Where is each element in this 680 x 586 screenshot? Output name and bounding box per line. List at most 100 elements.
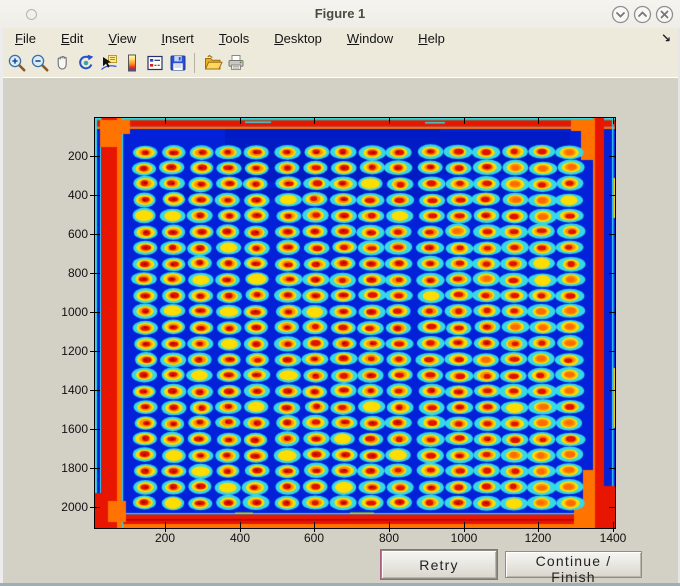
close-button[interactable]: [655, 5, 674, 24]
menu-item-tools[interactable]: Tools: [218, 31, 250, 46]
print-icon: [228, 55, 243, 70]
y-tick: [90, 312, 100, 313]
window-frame-bottom: [0, 583, 680, 586]
data-cursor-button[interactable]: [97, 51, 120, 75]
menu-item-help[interactable]: Help: [418, 31, 445, 46]
zoom-in-button[interactable]: [5, 51, 28, 75]
x-tick: [389, 522, 390, 532]
retry-button-focus-ring: Retry: [380, 549, 498, 580]
menu-item-desktop[interactable]: Desktop: [274, 31, 322, 46]
y-tick-label: 1000: [61, 305, 88, 319]
open-file-button[interactable]: [201, 51, 224, 75]
x-tick-label: 1000: [450, 531, 478, 545]
x-tick: [613, 522, 614, 532]
menu-item-file[interactable]: File: [15, 31, 36, 46]
plot-image[interactable]: [94, 117, 616, 529]
y-tick: [609, 468, 615, 469]
x-tick: [538, 522, 539, 532]
insert-colorbar-button[interactable]: [120, 51, 143, 75]
save-figure-button[interactable]: [166, 51, 189, 75]
x-tick-label: 400: [229, 531, 251, 545]
colorbar-icon: [127, 54, 136, 72]
x-tick: [464, 118, 465, 124]
rotate-3d-icon: [78, 54, 93, 70]
dock-figure-icon[interactable]: ↘: [660, 31, 671, 45]
close-icon: [655, 5, 674, 24]
x-tick-label: 1400: [599, 531, 627, 545]
y-tick-label: 600: [67, 227, 88, 241]
y-tick-label: 200: [67, 149, 88, 163]
x-tick: [240, 522, 241, 532]
x-tick: [613, 118, 614, 124]
titlebar: Figure 1: [0, 0, 680, 29]
y-tick: [90, 390, 100, 391]
y-tick-label: 1400: [61, 383, 88, 397]
y-tick: [609, 390, 615, 391]
y-tick: [609, 312, 615, 313]
y-tick: [90, 351, 100, 352]
zoom-out-icon: [31, 54, 49, 72]
y-tick: [90, 195, 100, 196]
y-tick-label: 400: [67, 188, 88, 202]
y-tick-label: 1600: [61, 422, 88, 436]
window-menu-icon[interactable]: [26, 9, 37, 20]
y-tick-label: 800: [67, 266, 88, 280]
menubar: File Edit View Insert Tools Desktop Wind…: [0, 28, 680, 49]
x-tick-label: 600: [303, 531, 325, 545]
retry-button[interactable]: Retry: [381, 550, 497, 579]
open-folder-icon: [204, 54, 223, 70]
x-tick: [314, 522, 315, 532]
y-tick: [90, 468, 100, 469]
x-tick-label: 200: [154, 531, 176, 545]
y-tick: [609, 429, 615, 430]
x-tick: [389, 118, 390, 124]
y-tick: [90, 234, 100, 235]
y-tick-label: 1800: [61, 461, 88, 475]
y-tick: [90, 156, 100, 157]
menu-item-edit[interactable]: Edit: [60, 31, 84, 46]
x-tick: [240, 118, 241, 124]
x-tick-label: 1200: [524, 531, 552, 545]
print-figure-button[interactable]: [224, 51, 247, 75]
window-title: Figure 1: [314, 6, 366, 21]
zoom-out-button[interactable]: [28, 51, 51, 75]
window-frame-right: [678, 28, 680, 586]
continue-finish-button[interactable]: Continue / Finish: [505, 551, 642, 585]
insert-legend-button[interactable]: [143, 51, 166, 75]
data-cursor-icon: [100, 55, 117, 70]
rotate-3d-button[interactable]: [74, 51, 97, 75]
save-icon: [170, 55, 185, 71]
zoom-in-icon: [8, 54, 26, 72]
y-tick: [609, 234, 615, 235]
y-tick: [90, 507, 100, 508]
x-tick: [314, 118, 315, 124]
menu-item-view[interactable]: View: [108, 31, 137, 46]
figure-toolbar: [0, 49, 680, 78]
chevron-down-icon: [611, 5, 630, 24]
minimize-button[interactable]: [611, 5, 630, 24]
y-tick: [90, 273, 100, 274]
y-tick: [609, 156, 615, 157]
menu-item-window[interactable]: Window: [346, 31, 394, 46]
y-tick: [609, 273, 615, 274]
x-tick-label: 800: [378, 531, 400, 545]
y-tick-label: 2000: [61, 500, 88, 514]
window-frame-left: [0, 28, 3, 586]
x-tick: [165, 118, 166, 124]
x-tick: [538, 118, 539, 124]
legend-icon: [146, 55, 163, 71]
maximize-button[interactable]: [633, 5, 652, 24]
window-controls: [611, 5, 674, 24]
y-tick: [90, 429, 100, 430]
y-tick: [609, 507, 615, 508]
y-tick: [609, 195, 615, 196]
x-tick: [464, 522, 465, 532]
x-tick: [165, 522, 166, 532]
y-tick: [609, 351, 615, 352]
toolbar-separator: [194, 53, 195, 73]
pan-button[interactable]: [51, 51, 74, 75]
chevron-up-icon: [633, 5, 652, 24]
pan-hand-icon: [57, 56, 67, 70]
menu-item-insert[interactable]: Insert: [161, 31, 194, 46]
